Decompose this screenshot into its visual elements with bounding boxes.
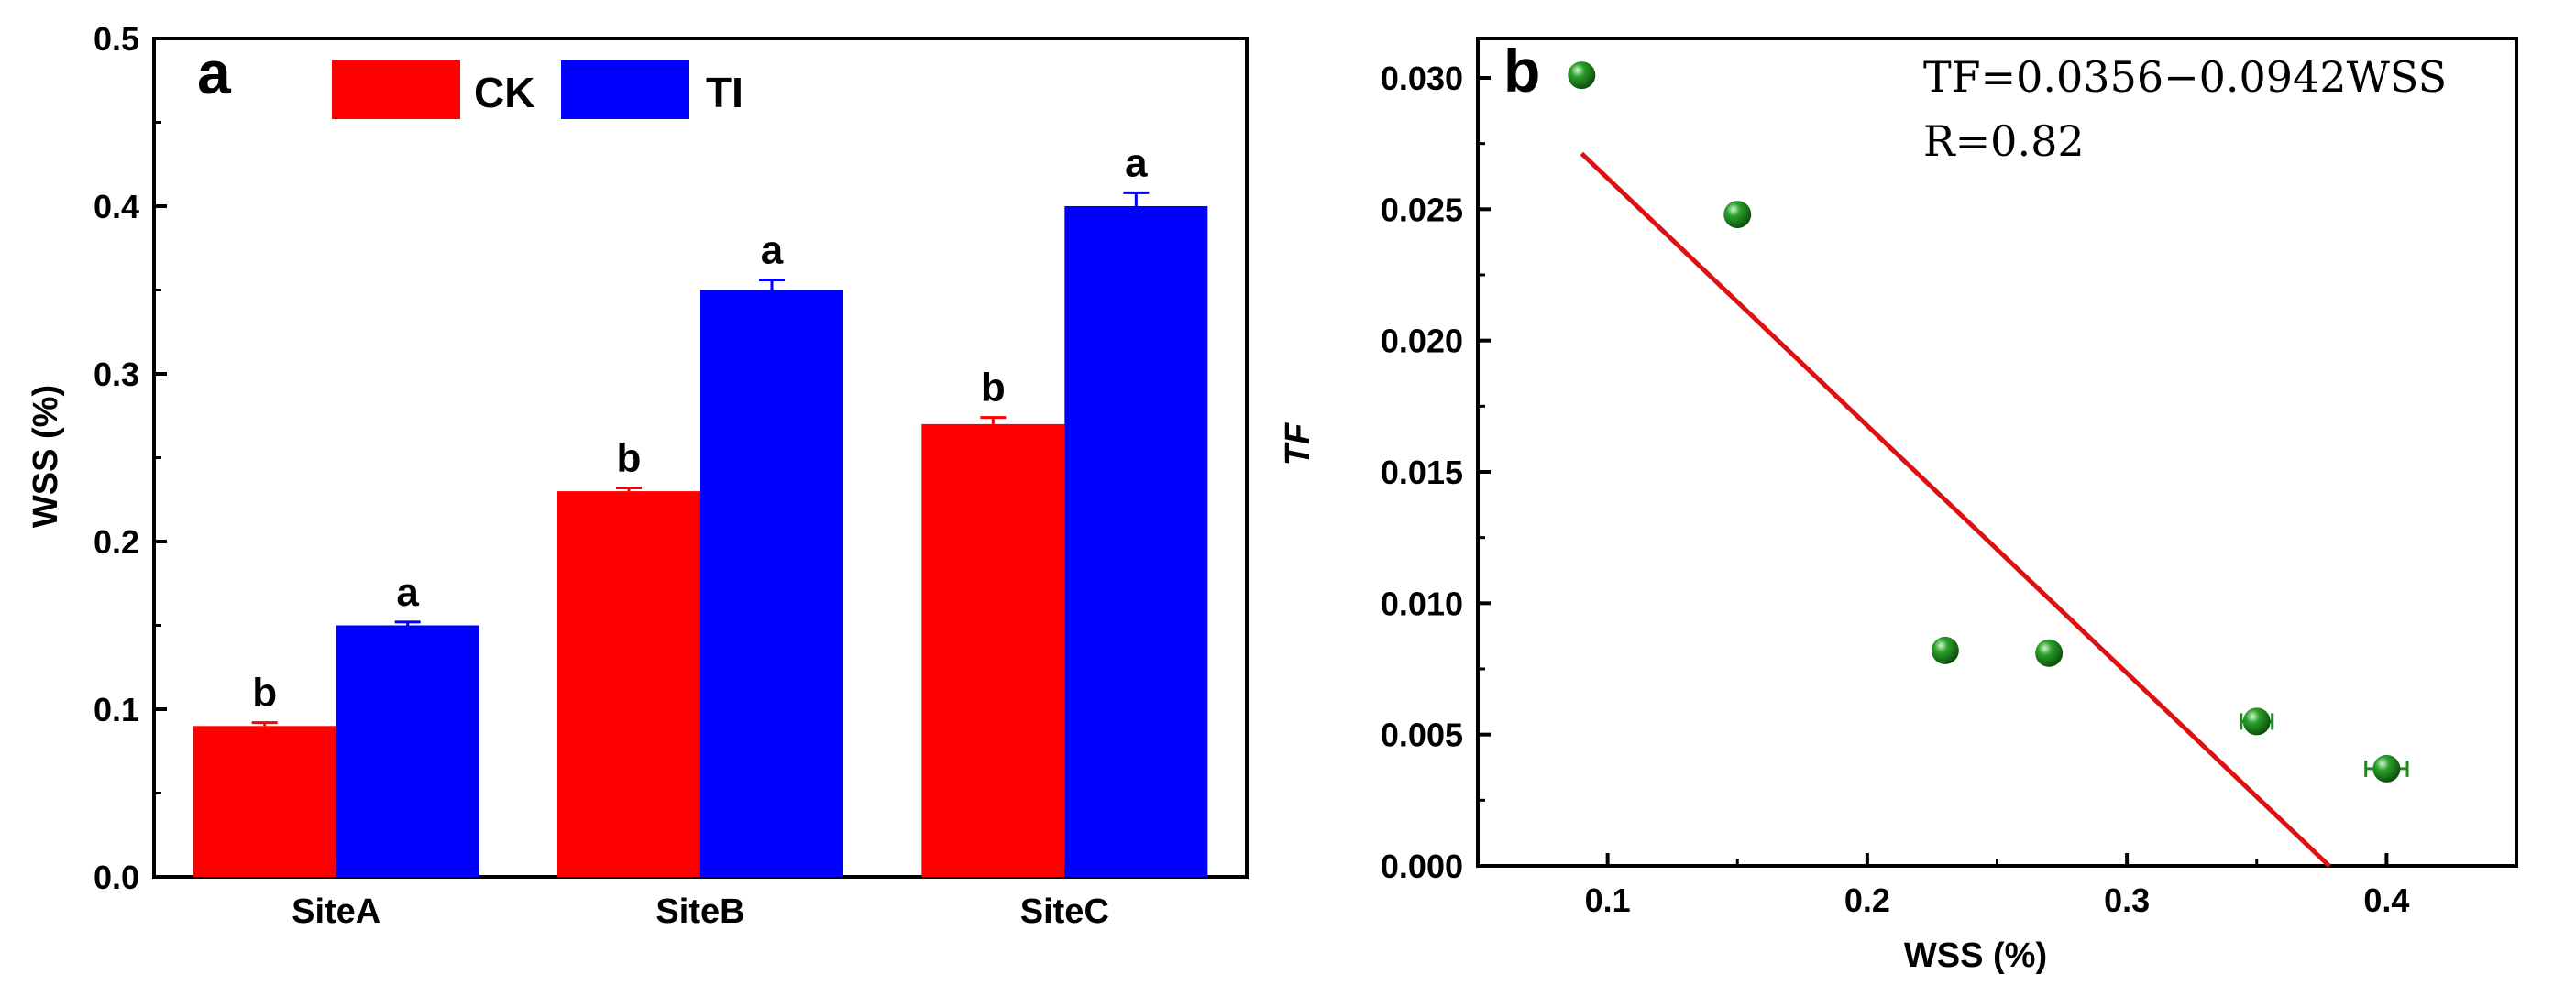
bar-ck-sitea [193,726,336,877]
panel-a-plot: 0.0 0.1 0.2 0.3 0.4 0.5 SiteA b a SiteB b a SiteC b a C… [94,20,1249,931]
regression-r-value: R=0.82 [1923,116,2085,166]
scatter-point [2372,754,2401,783]
significance-letter: b [617,435,642,480]
panel-b-y-axis-label: TF [1279,421,1317,465]
regression-equation: TF=0.0356−0.0942WSS [1923,52,2447,102]
panel-b-x-axis-label: WSS (%) [1904,936,2047,975]
significance-letter: b [981,366,1006,410]
x-tick-label: 0.4 [2363,881,2409,919]
bar-ti-siteb [700,290,843,877]
bar-ti-sitea [336,625,479,877]
panel-b-plot: 0.000 0.005 0.010 0.015 0.020 0.025 0.030 0.1 0.… [1381,37,2518,919]
panel-a-y-axis-label: WSS (%) [27,385,65,528]
legend-label-ti: TI [706,69,743,116]
bar-ck-sitec [921,423,1065,877]
x-tick-label: 0.3 [2104,881,2150,919]
scatter-point [2242,707,2271,736]
y-tick-label: 0.005 [1381,717,1463,754]
panel-b-letter: b [1503,37,1540,104]
y-tick-label: 0.020 [1381,323,1463,360]
y-tick-label: 0.4 [94,188,139,225]
y-tick-label: 0.025 [1381,191,1463,228]
scatter-point [1568,61,1596,90]
bar-ck-siteb [557,491,700,877]
y-tick-label: 0.5 [94,20,139,58]
x-tick-label: SiteB [655,892,744,931]
y-tick-label: 0.0 [94,859,139,896]
significance-letter: a [396,570,419,615]
panel-a-bar-chart: a WSS (%) 0.0 0.1 0.2 0.3 0.4 0.5 SiteA b a SiteB… [27,20,1249,931]
x-tick-label: SiteC [1020,892,1109,931]
significance-letter: a [761,228,784,273]
significance-letter: b [252,671,277,716]
x-tick-label: 0.1 [1585,881,1631,919]
regression-line [1580,151,2331,869]
legend-swatch-ti [561,60,689,119]
scatter-point [2035,639,2064,667]
y-tick-label: 0.030 [1381,60,1463,97]
y-tick-label: 0.1 [94,691,139,728]
x-tick-label: 0.2 [1844,881,1890,919]
y-tick-label: 0.015 [1381,454,1463,491]
scatter-point [1931,636,1959,664]
legend-swatch-ck [332,60,460,119]
x-tick-label: SiteA [292,892,380,931]
bar-ti-sitec [1064,206,1208,877]
legend-label-ck: CK [474,69,534,116]
panel-b-scatter-chart: b TF=0.0356−0.0942WSS R=0.82 TF WSS (%) … [1279,37,2518,975]
panel-a-letter: a [197,38,232,106]
significance-letter: a [1125,140,1148,185]
y-tick-label: 0.010 [1381,585,1463,622]
scatter-point [1723,201,1752,229]
y-tick-label: 0.000 [1381,848,1463,885]
y-tick-label: 0.3 [94,356,139,393]
y-tick-label: 0.2 [94,523,139,561]
